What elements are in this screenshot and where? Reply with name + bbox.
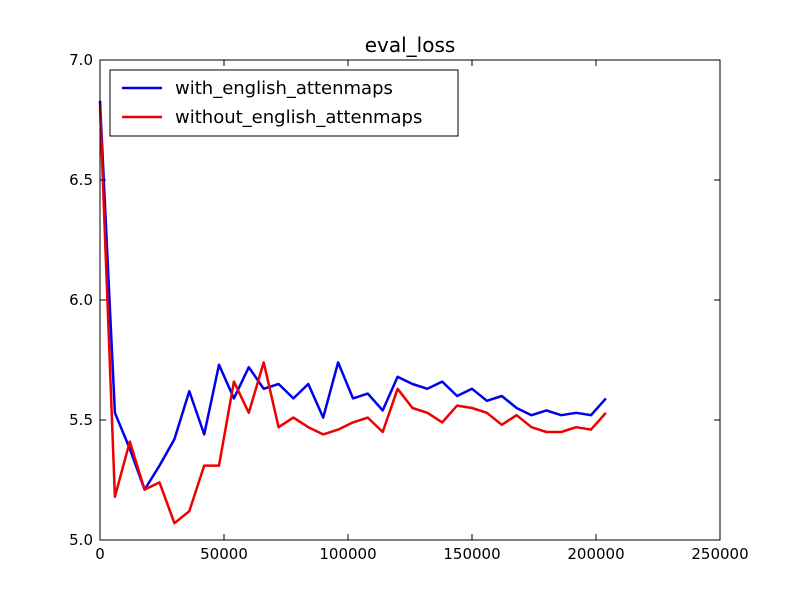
x-tick-label: 100000: [319, 545, 376, 563]
x-tick-label: 200000: [567, 545, 624, 563]
legend-box: [109, 69, 459, 137]
series-line-1: [98, 105, 607, 525]
legend-label-1: without_english_attenmaps: [175, 107, 422, 128]
y-tick-label: 7.0: [69, 51, 93, 69]
legend: with_english_attenmaps without_english_at…: [109, 69, 459, 137]
y-tick-label: 6.0: [69, 291, 93, 309]
y-tick-label: 6.5: [69, 171, 93, 189]
x-tick-label: 250000: [691, 545, 748, 563]
x-tick-label: 150000: [443, 545, 500, 563]
x-tick-label: 50000: [200, 545, 248, 563]
ticks-layer: 0 50000 100000 150000 200000 250000 5.0 5.5 6.0 6…: [69, 51, 748, 563]
series-layer: [98, 100, 607, 525]
legend-label-0: with_english_attenmaps: [175, 78, 393, 99]
series-line-0: [98, 100, 607, 491]
y-tick-label: 5.5: [69, 411, 93, 429]
plot-area-frame: [99, 59, 721, 541]
y-tick-label: 5.0: [69, 531, 93, 549]
x-tick-label: 0: [95, 545, 105, 563]
chart-title: eval_loss: [365, 33, 456, 57]
